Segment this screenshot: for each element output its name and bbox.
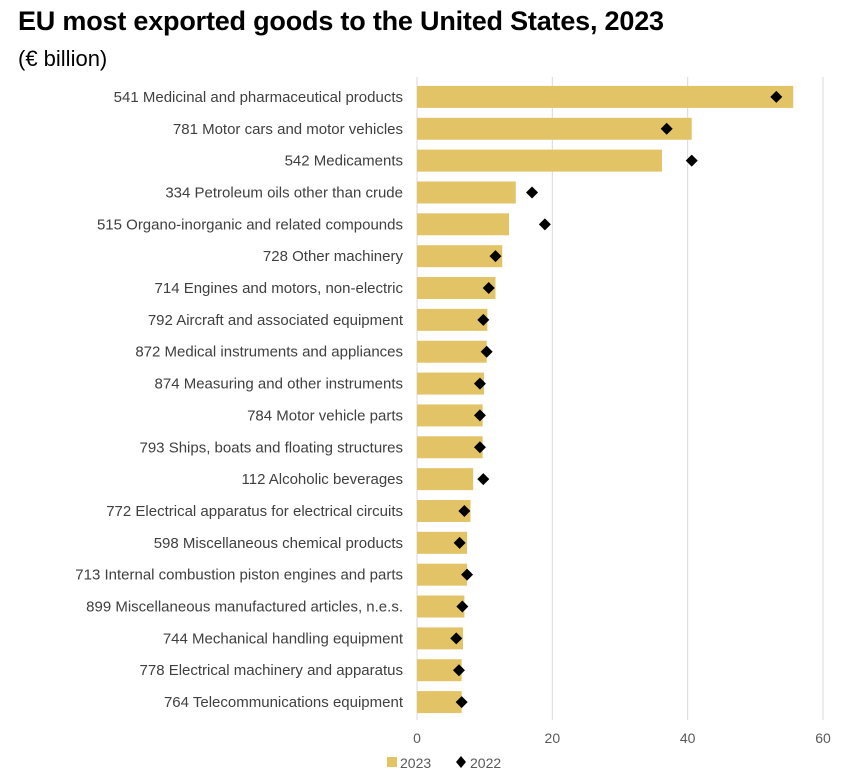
bar-2023-714-engines-and-motors-non-electric	[417, 277, 496, 300]
x-tick-label-0: 0	[413, 730, 421, 746]
bar-2023-781-motor-cars-and-motor-vehicles	[417, 117, 692, 140]
marker-2022-728-other-machinery	[489, 250, 502, 263]
bar-2023-778-electrical-machinery-and-apparatus	[417, 659, 462, 682]
bar-2023-772-electrical-apparatus-for-electrical-circuits	[417, 499, 471, 522]
legend: 2023 2022	[387, 755, 501, 771]
bar-2023-598-miscellaneous-chemical-products	[417, 531, 468, 554]
marker-2022-541-medicinal-and-pharmaceutical-products	[770, 90, 783, 103]
bar-2023-793-ships-boats-and-floating-structures	[417, 436, 483, 459]
marker-2022-515-organo-inorganic-and-related-compounds	[538, 218, 551, 231]
category-label-778-electrical-machinery-and-apparatus: 778 Electrical machinery and apparatus	[140, 662, 403, 679]
chart-subtitle: (€ billion)	[18, 46, 108, 71]
marker-2022-784-motor-vehicle-parts	[473, 409, 486, 422]
category-label-713-internal-combustion-piston-engines-and-parts: 713 Internal combustion piston engines a…	[75, 567, 403, 584]
legend-marker-2022	[456, 756, 466, 768]
chart-title: EU most exported goods to the United Sta…	[18, 6, 664, 36]
marker-2022-714-engines-and-motors-non-electric	[482, 282, 495, 295]
category-label-784-motor-vehicle-parts: 784 Motor vehicle parts	[247, 407, 403, 424]
marker-2022-899-miscellaneous-manufactured-articles-n-e-s	[456, 600, 469, 613]
category-label-112-alcoholic-beverages: 112 Alcoholic beverages	[242, 471, 404, 488]
x-axis-ticks: 0 20 40 60	[413, 730, 831, 746]
marker-2022-772-electrical-apparatus-for-electrical-circuits	[458, 504, 471, 517]
bar-2023-874-measuring-and-other-instruments	[417, 372, 484, 395]
category-label-874-measuring-and-other-instruments: 874 Measuring and other instruments	[155, 376, 403, 393]
category-label-714-engines-and-motors-non-electric: 714 Engines and motors, non-electric	[155, 280, 404, 297]
legend-label-2022: 2022	[470, 755, 501, 771]
category-label-598-miscellaneous-chemical-products: 598 Miscellaneous chemical products	[154, 535, 403, 552]
category-label-781-motor-cars-and-motor-vehicles: 781 Motor cars and motor vehicles	[173, 121, 403, 138]
bar-2023-792-aircraft-and-associated-equipment	[417, 308, 488, 331]
marker-2022-542-medicaments	[685, 154, 698, 167]
category-label-334-petroleum-oils-other-than-crude: 334 Petroleum oils other than crude	[165, 184, 403, 201]
bar-2023-541-medicinal-and-pharmaceutical-products	[417, 85, 794, 108]
legend-label-2023: 2023	[400, 755, 431, 771]
bar-2023-112-alcoholic-beverages	[417, 468, 474, 491]
category-labels: 541 Medicinal and pharmaceutical product…	[75, 89, 404, 711]
bar-2023-334-petroleum-oils-other-than-crude	[417, 181, 516, 204]
category-label-792-aircraft-and-associated-equipment: 792 Aircraft and associated equipment	[148, 312, 404, 329]
bars-2023	[417, 85, 794, 714]
category-label-872-medical-instruments-and-appliances: 872 Medical instruments and appliances	[135, 344, 403, 361]
marker-2022-713-internal-combustion-piston-engines-and-parts	[461, 568, 474, 581]
category-label-793-ships-boats-and-floating-structures: 793 Ships, boats and floating structures	[140, 439, 404, 456]
bar-2023-784-motor-vehicle-parts	[417, 404, 483, 427]
marker-2022-598-miscellaneous-chemical-products	[453, 536, 466, 549]
bar-2023-764-telecommunications-equipment	[417, 691, 462, 714]
bar-2023-515-organo-inorganic-and-related-compounds	[417, 213, 510, 236]
category-label-728-other-machinery: 728 Other machinery	[263, 248, 404, 265]
category-label-899-miscellaneous-manufactured-articles-n-e-s: 899 Miscellaneous manufactured articles,…	[86, 599, 403, 616]
marker-2022-334-petroleum-oils-other-than-crude	[526, 186, 539, 199]
marker-2022-764-telecommunications-equipment	[455, 696, 468, 709]
gridlines	[416, 77, 824, 720]
x-tick-label-40: 40	[680, 730, 696, 746]
x-tick-label-20: 20	[545, 730, 561, 746]
category-label-515-organo-inorganic-and-related-compounds: 515 Organo-inorganic and related compoun…	[97, 216, 403, 233]
marker-2022-872-medical-instruments-and-appliances	[480, 345, 493, 358]
markers-2022	[450, 90, 783, 709]
category-label-744-mechanical-handling-equipment: 744 Mechanical handling equipment	[163, 630, 404, 647]
category-label-764-telecommunications-equipment: 764 Telecommunications equipment	[164, 694, 404, 711]
category-label-541-medicinal-and-pharmaceutical-products: 541 Medicinal and pharmaceutical product…	[114, 89, 403, 106]
bar-2023-713-internal-combustion-piston-engines-and-parts	[417, 563, 468, 586]
bar-2023-899-miscellaneous-manufactured-articles-n-e-s	[417, 595, 465, 618]
bar-2023-872-medical-instruments-and-appliances	[417, 340, 487, 363]
bar-2023-744-mechanical-handling-equipment	[417, 627, 464, 650]
marker-2022-778-electrical-machinery-and-apparatus	[452, 664, 465, 677]
bar-2023-542-medicaments	[417, 149, 662, 172]
marker-2022-112-alcoholic-beverages	[477, 473, 490, 486]
marker-2022-792-aircraft-and-associated-equipment	[477, 313, 490, 326]
category-label-772-electrical-apparatus-for-electrical-circuits: 772 Electrical apparatus for electrical …	[106, 503, 403, 520]
marker-2022-874-measuring-and-other-instruments	[473, 377, 486, 390]
category-label-542-medicaments: 542 Medicaments	[285, 153, 403, 170]
x-tick-label-60: 60	[815, 730, 831, 746]
marker-2022-793-ships-boats-and-floating-structures	[473, 441, 486, 454]
bar-2023-728-other-machinery	[417, 245, 503, 268]
marker-2022-781-motor-cars-and-motor-vehicles	[660, 122, 673, 135]
legend-swatch-2023	[387, 757, 397, 767]
marker-2022-744-mechanical-handling-equipment	[450, 632, 463, 645]
